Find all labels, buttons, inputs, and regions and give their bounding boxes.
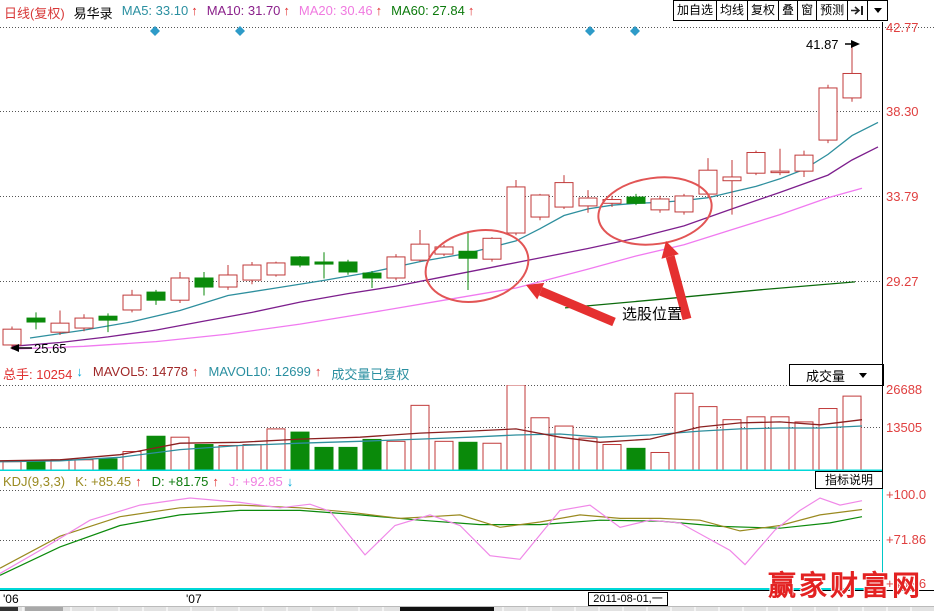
kdj-header: KDJ(9,3,3) K: +85.45 ↑ D: +81.75 ↑ J: +92.…	[3, 474, 293, 489]
indicator-dropdown-label: 成交量	[805, 368, 845, 384]
kdj-params-label: KDJ(9,3,3)	[3, 474, 66, 489]
scrollbar-segment[interactable]	[25, 607, 63, 611]
svg-text:42.77: 42.77	[886, 22, 919, 35]
kdj-d-up-arrow-icon: ↑	[212, 474, 219, 489]
svg-text:41.87: 41.87	[806, 37, 839, 52]
chart-toolbar: 加自选 均线 复权 叠 窗 预测	[673, 0, 889, 21]
kdj-k-value: K: +85.45	[75, 474, 132, 489]
kdj-k-up-arrow-icon: ↑	[135, 474, 142, 489]
site-watermark: 赢家财富网	[768, 569, 924, 602]
chevron-down-icon	[873, 8, 882, 13]
window-button[interactable]: 窗	[797, 0, 818, 21]
toolbar-dropdown-button[interactable]	[867, 0, 889, 21]
date-tick-07: '07	[186, 592, 202, 606]
h-scrollbar[interactable]	[0, 606, 934, 611]
ma60-up-arrow-icon: ↑	[467, 3, 475, 18]
mavol5-value: MAVOL5: 14778	[92, 364, 189, 379]
total-volume-value: 总手: 10254	[3, 367, 73, 382]
chart-title-group: 日线(复权) 易华录 MA5: 33.10 ↑ MA10: 31.70 ↑ MA20…	[4, 3, 474, 22]
kdj-j-down-arrow-icon: ↓	[286, 474, 294, 489]
svg-text:+45.96: +45.96	[886, 576, 926, 590]
volume-svg[interactable]: 26688 13505	[0, 385, 934, 471]
right-axis-border	[882, 22, 883, 489]
scrollbar-segment[interactable]	[400, 607, 494, 611]
ma20-up-arrow-icon: ↑	[375, 3, 383, 18]
volume-header: 总手: 10254 ↓ MAVOL5: 14778 ↑ MAVOL10: 12699…	[3, 364, 409, 383]
adjust-rights-button[interactable]: 复权	[747, 0, 780, 21]
svg-text:+100.0: +100.0	[886, 489, 926, 502]
stock-name: 易华录	[73, 6, 113, 21]
indicator-dropdown[interactable]: 成交量	[789, 364, 884, 386]
volume-down-arrow-icon: ↓	[76, 364, 83, 379]
volume-adjusted-label: 成交量已复权	[331, 367, 410, 382]
svg-text:选股位置: 选股位置	[622, 306, 682, 323]
svg-text:26688: 26688	[886, 385, 922, 397]
current-date-box: 2011-08-01,一	[588, 592, 668, 606]
ma-lines-button[interactable]: 均线	[716, 0, 749, 21]
date-tick-06: '06	[3, 592, 19, 606]
kdj-right-border	[882, 489, 883, 590]
add-to-watchlist-button[interactable]: 加自选	[673, 0, 718, 21]
kdj-j-value: J: +92.85	[228, 474, 283, 489]
svg-text:25.65: 25.65	[34, 341, 67, 356]
svg-text:13505: 13505	[886, 420, 922, 435]
ma60-value: MA60: 27.84	[391, 3, 465, 18]
svg-text:29.27: 29.27	[886, 274, 919, 289]
top-header-bar: 日线(复权) 易华录 MA5: 33.10 ↑ MA10: 31.70 ↑ MA20…	[0, 0, 934, 22]
jump-to-latest-icon	[851, 6, 864, 15]
mavol5-up-arrow-icon: ↑	[192, 364, 199, 379]
indicator-help-button[interactable]: 指标说明	[815, 471, 883, 489]
jump-to-latest-button[interactable]	[847, 0, 869, 21]
date-axis: '06 '07 2011-08-01,一	[0, 590, 934, 606]
forecast-button[interactable]: 预测	[816, 0, 849, 21]
period-label: 日线(复权)	[4, 6, 65, 21]
ma20-value: MA20: 30.46	[298, 3, 373, 18]
ma10-up-arrow-icon: ↑	[283, 3, 290, 18]
scrollbar-segment[interactable]	[0, 607, 18, 611]
svg-text:+71.86: +71.86	[886, 532, 926, 547]
kdj-svg[interactable]: +100.0 +71.86 +45.96	[0, 489, 934, 590]
svg-text:38.30: 38.30	[886, 104, 919, 119]
ma5-up-arrow-icon: ↑	[191, 3, 198, 18]
ma10-value: MA10: 31.70	[206, 3, 281, 18]
main-chart-svg[interactable]: 41.87 25.65 选股位置 42.77 38.30 33.79 29.27	[0, 22, 934, 360]
chevron-down-icon	[859, 372, 867, 378]
mavol10-value: MAVOL10: 12699	[208, 364, 311, 379]
ma5-value: MA5: 33.10	[121, 3, 189, 18]
mavol10-up-arrow-icon: ↑	[314, 364, 322, 379]
svg-text:33.79: 33.79	[886, 189, 919, 204]
kdj-d-value: D: +81.75	[151, 474, 209, 489]
overlay-button[interactable]: 叠	[778, 0, 799, 21]
